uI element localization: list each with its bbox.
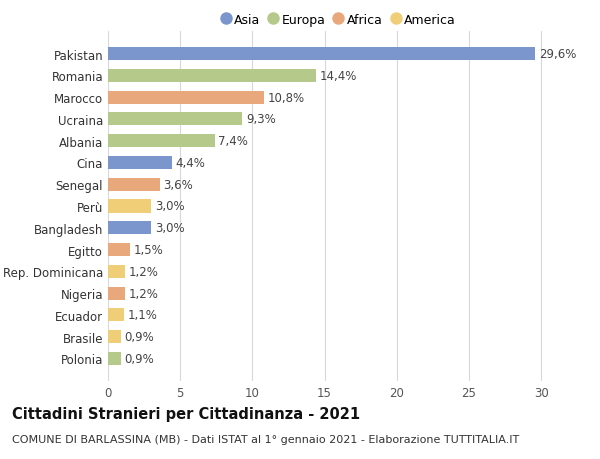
Text: 1,2%: 1,2% [129,287,159,300]
Text: 0,9%: 0,9% [125,330,154,343]
Text: 4,4%: 4,4% [175,157,205,169]
Text: 7,4%: 7,4% [218,135,248,148]
Bar [108,352,121,365]
Bar [108,70,316,83]
Bar [108,287,125,300]
Text: 0,9%: 0,9% [125,352,154,365]
Text: 9,3%: 9,3% [246,113,275,126]
Bar [108,157,172,170]
Text: 1,2%: 1,2% [129,265,159,278]
Bar [108,91,264,105]
Bar [108,113,242,126]
Legend: Asia, Europa, Africa, America: Asia, Europa, Africa, America [219,11,459,31]
Text: 3,0%: 3,0% [155,200,185,213]
Text: 3,6%: 3,6% [164,179,193,191]
Text: 14,4%: 14,4% [320,70,357,83]
Text: 29,6%: 29,6% [539,48,577,61]
Text: 3,0%: 3,0% [155,222,185,235]
Text: 1,5%: 1,5% [133,244,163,257]
Text: 1,1%: 1,1% [127,308,157,322]
Bar [108,178,160,191]
Bar [108,308,124,322]
Bar [108,265,125,278]
Text: COMUNE DI BARLASSINA (MB) - Dati ISTAT al 1° gennaio 2021 - Elaborazione TUTTITA: COMUNE DI BARLASSINA (MB) - Dati ISTAT a… [12,434,519,444]
Bar [108,200,151,213]
Bar [108,330,121,343]
Bar [108,222,151,235]
Bar [108,48,535,61]
Bar [108,243,130,257]
Text: 10,8%: 10,8% [268,91,305,105]
Bar [108,135,215,148]
Text: Cittadini Stranieri per Cittadinanza - 2021: Cittadini Stranieri per Cittadinanza - 2… [12,406,360,421]
